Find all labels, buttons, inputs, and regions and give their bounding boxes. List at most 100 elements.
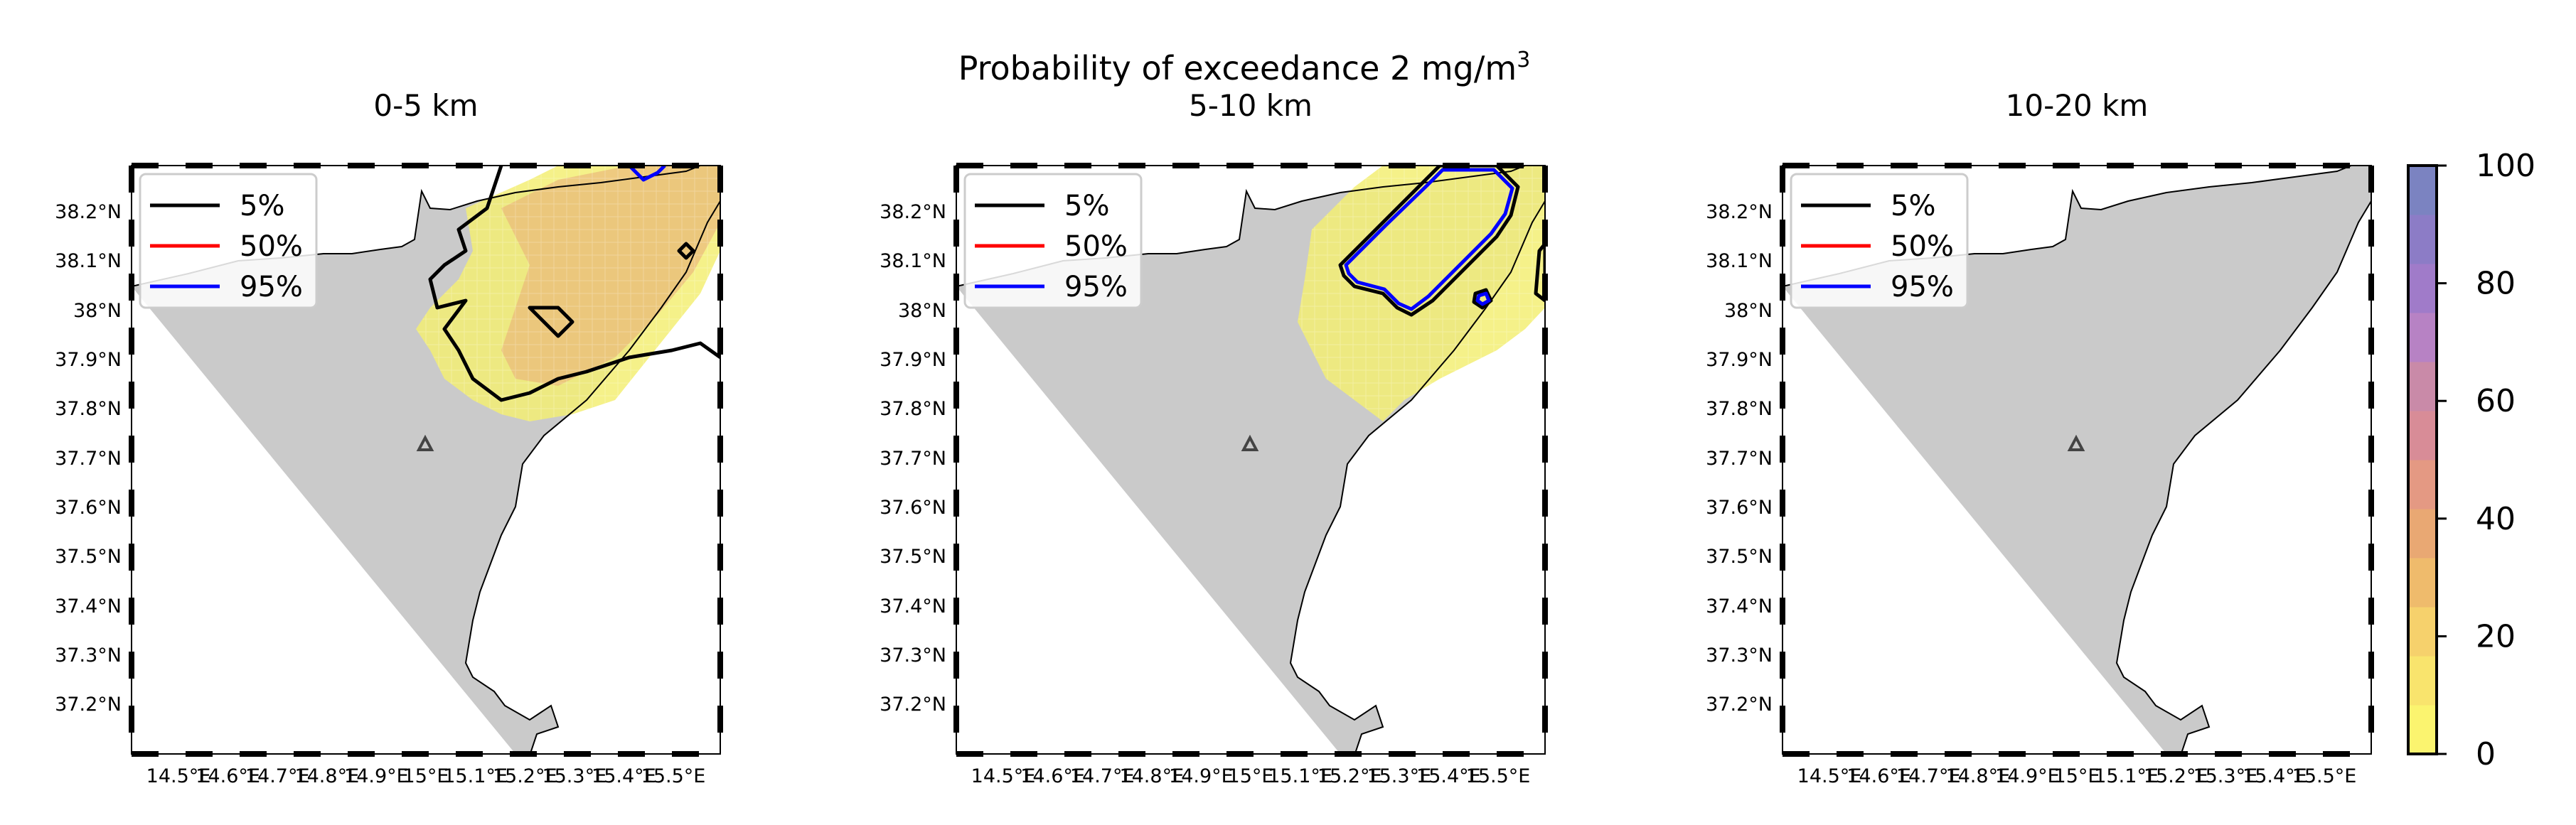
- lat-tick-label: 38°N: [73, 300, 122, 322]
- legend-label: 50%: [240, 230, 303, 263]
- lon-tick-label: 15.2°E: [2144, 765, 2208, 787]
- lon-tick-label: 15.4°E: [2243, 765, 2307, 787]
- lat-tick-label: 38.2°N: [1706, 201, 1773, 223]
- lon-tick-label: 14.5°E: [971, 765, 1036, 787]
- lon-tick-label: 14.8°E: [1945, 765, 2010, 787]
- lon-tick-label: 14.6°E: [1847, 765, 1911, 787]
- lon-tick-label: 14.6°E: [196, 765, 260, 787]
- map-panel-2: 5-10 km 38.2°N 38.1°N 38°N 37.9°N 37.8°N 37.7°…: [880, 88, 1548, 787]
- lat-tick-label: 37.6°N: [880, 497, 946, 519]
- lon-tick-label: 14.8°E: [1119, 765, 1184, 787]
- triangle-icon: [1241, 434, 1259, 451]
- colorbar-segment: [2408, 509, 2437, 559]
- contour-95-percent: [1344, 168, 1514, 311]
- lat-tick-label: 37.9°N: [55, 349, 122, 371]
- triangle-icon: [2067, 434, 2085, 451]
- contour-legend: 5% 50% 95%: [1790, 173, 1969, 309]
- legend-label: 5%: [1891, 190, 1935, 222]
- legend-label: 95%: [240, 271, 303, 303]
- lon-tick-label: 14.5°E: [1797, 765, 1862, 787]
- map-panel-1: 0-5 km 38.2°N 38.1°N 38°N 37.9°N 37.8°N 37.7°N…: [55, 88, 723, 787]
- lon-tick-label: 15.1°E: [443, 765, 508, 787]
- legend-label: 95%: [1891, 271, 1954, 303]
- colorbar-segment: [2408, 166, 2437, 215]
- lat-tick-label: 37.7°N: [1706, 448, 1773, 470]
- lat-tick-label: 37.3°N: [880, 645, 946, 667]
- figure-title-main: Probability of exceedance 2 mg/m: [958, 49, 1517, 87]
- colorbar-segment: [2408, 656, 2437, 706]
- lat-tick-label: 37.6°N: [55, 497, 122, 519]
- colorbar-segment: [2408, 362, 2437, 411]
- lat-tick-label: 37.4°N: [55, 595, 122, 618]
- lon-tick-label: 15.5°E: [1466, 765, 1531, 787]
- lon-tick-label: 15.4°E: [592, 765, 656, 787]
- lat-tick-label: 37.9°N: [880, 349, 946, 371]
- lat-tick-label: 38°N: [1724, 300, 1773, 322]
- lat-tick-label: 38.2°N: [880, 201, 946, 223]
- lat-tick-label: 37.4°N: [1706, 595, 1773, 618]
- colorbar-segment: [2408, 411, 2437, 460]
- colorbar-segment: [2408, 460, 2437, 509]
- lon-tick-label: 15.4°E: [1416, 765, 1481, 787]
- figure-title: Probability of exceedance 2 mg/m3: [958, 48, 1531, 87]
- colorbar-segment: [2408, 558, 2437, 608]
- colorbar-tick-label: 80: [2476, 266, 2516, 302]
- colorbar-tick-label: 0: [2476, 736, 2496, 772]
- lat-tick-label: 37.6°N: [1706, 497, 1773, 519]
- legend-label: 50%: [1064, 230, 1128, 263]
- lat-tick-label: 38°N: [898, 300, 946, 322]
- lat-tick-label: 37.8°N: [880, 398, 946, 420]
- lat-tick-label: 38.1°N: [55, 250, 122, 272]
- lon-tick-label: 14.7°E: [245, 765, 310, 787]
- lat-tick-label: 37.7°N: [880, 448, 946, 470]
- colorbar-segment: [2408, 264, 2437, 313]
- colorbar-segment: [2408, 607, 2437, 657]
- colorbar: 0 20 40 60 80 100: [2407, 148, 2535, 772]
- lon-tick-label: 15°E: [1228, 765, 1274, 787]
- lat-tick-label: 38.2°N: [55, 201, 122, 223]
- colorbar-segment: [2408, 215, 2437, 264]
- lat-tick-label: 37.7°N: [55, 448, 122, 470]
- contour-5-percent: [428, 166, 720, 402]
- lat-tick-label: 37.5°N: [55, 546, 122, 568]
- lon-tick-label: 14.9°E: [344, 765, 409, 787]
- lat-tick-label: 37.9°N: [1706, 349, 1773, 371]
- lon-tick-label: 14.9°E: [1995, 765, 2060, 787]
- colorbar-segment: [2408, 313, 2437, 362]
- lon-tick-label: 15°E: [2054, 765, 2100, 787]
- lat-tick-label: 37.4°N: [880, 595, 946, 618]
- colorbar-tick-label: 40: [2476, 501, 2516, 537]
- lon-tick-label: 15.5°E: [641, 765, 706, 787]
- lat-tick-label: 37.5°N: [880, 546, 946, 568]
- panel-subtitle: 5-10 km: [1189, 88, 1313, 123]
- lat-tick-label: 37.8°N: [1706, 398, 1773, 420]
- panel-subtitle: 10-20 km: [2006, 88, 2149, 123]
- lon-tick-label: 15.3°E: [542, 765, 606, 787]
- colorbar-segment: [2408, 705, 2437, 755]
- legend-label: 5%: [240, 190, 284, 222]
- figure-title-superscript: 3: [1517, 48, 1530, 72]
- lat-tick-label: 38.1°N: [1706, 250, 1773, 272]
- lat-tick-label: 37.3°N: [55, 645, 122, 667]
- lon-tick-label: 15.2°E: [1318, 765, 1382, 787]
- colorbar-tick-label: 20: [2476, 618, 2516, 654]
- lat-tick-label: 37.2°N: [1706, 694, 1773, 716]
- triangle-icon: [416, 434, 434, 451]
- lon-tick-label: 14.7°E: [1070, 765, 1135, 787]
- legend-label: 95%: [1064, 271, 1128, 303]
- lat-tick-label: 37.8°N: [55, 398, 122, 420]
- lon-tick-label: 15.5°E: [2292, 765, 2357, 787]
- probability-grid: [1298, 166, 1545, 421]
- lon-tick-label: 15.1°E: [2094, 765, 2159, 787]
- lon-tick-label: 14.8°E: [294, 765, 359, 787]
- lon-tick-label: 14.5°E: [146, 765, 211, 787]
- lon-tick-label: 15.1°E: [1268, 765, 1332, 787]
- probability-grid: [416, 166, 720, 421]
- lat-tick-label: 37.2°N: [55, 694, 122, 716]
- colorbar-frame: [2407, 164, 2438, 755]
- lat-tick-label: 38.1°N: [880, 250, 946, 272]
- colorbar-tick-label: 100: [2476, 148, 2535, 184]
- map-panel-3: 10-20 km 38.2°N 38.1°N 38°N 37.9°N 37.8°N 37.7…: [1706, 88, 2374, 787]
- panel-subtitle: 0-5 km: [373, 88, 478, 123]
